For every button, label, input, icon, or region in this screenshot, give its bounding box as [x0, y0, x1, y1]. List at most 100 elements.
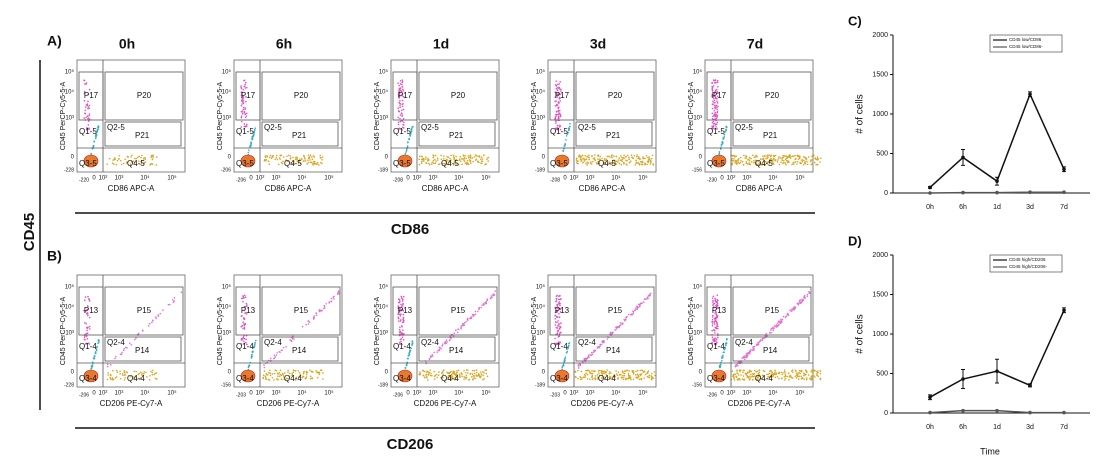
- event-dot: [401, 83, 403, 86]
- x-axis-title: CD206 PE-Cy7-A: [571, 399, 634, 408]
- event-dot: [263, 370, 266, 372]
- event-dot: [91, 365, 94, 368]
- gate: [261, 121, 339, 147]
- x-axis-title: CD86 APC-A: [108, 184, 155, 193]
- event-dot: [810, 370, 812, 373]
- event-dot: [241, 110, 244, 112]
- event-dot: [715, 316, 717, 319]
- event-dot: [556, 327, 559, 329]
- event-dot: [280, 161, 283, 164]
- event-dot: [748, 375, 751, 378]
- event-dot: [759, 158, 762, 160]
- event-dot: [110, 374, 112, 377]
- event-dot: [761, 339, 764, 342]
- y-tick-label: 10⁴: [536, 304, 546, 311]
- event-dot: [273, 354, 276, 356]
- event-dot: [609, 156, 611, 158]
- event-dot: [244, 116, 247, 119]
- event-dot: [87, 120, 90, 122]
- point: [995, 190, 999, 195]
- event-dot: [751, 376, 753, 378]
- event-dot: [594, 378, 597, 381]
- event-dot: [557, 92, 560, 94]
- event-dot: [290, 340, 293, 343]
- y-tick-label: 0: [699, 155, 703, 161]
- x-tick-label: 10³: [743, 391, 752, 397]
- y-axis-title: CD45 PerCP-Cy5-5-A: [60, 81, 67, 150]
- event-dot: [713, 99, 716, 102]
- event-dot: [743, 378, 746, 381]
- event-dot: [309, 375, 312, 378]
- event-dot: [605, 158, 608, 161]
- event-dot: [809, 377, 811, 380]
- event-dot: [737, 361, 740, 363]
- event-dot: [458, 163, 460, 166]
- event-dot: [482, 154, 485, 157]
- event-dot: [135, 337, 137, 339]
- event-dot: [603, 378, 606, 380]
- event-dot: [148, 322, 151, 325]
- event-dot: [555, 309, 557, 312]
- event-dot: [402, 338, 405, 341]
- x-tick-label: 10³: [115, 391, 124, 397]
- event-dot: [85, 332, 88, 335]
- event-dot: [485, 301, 487, 303]
- event-dot: [587, 156, 590, 159]
- event-dot: [90, 368, 92, 370]
- event-dot: [819, 378, 822, 381]
- event-dot: [721, 357, 723, 359]
- event-dot: [142, 374, 144, 377]
- event-dot: [555, 87, 558, 90]
- event-dot: [596, 163, 598, 165]
- legend-label: CD45 low/CD86: [1009, 37, 1042, 42]
- event-dot: [721, 141, 724, 143]
- event-dot: [98, 341, 100, 343]
- event-dot: [401, 79, 404, 81]
- event-dot: [583, 160, 585, 163]
- event-dot: [739, 378, 741, 381]
- event-dot: [83, 336, 86, 339]
- y-tick-label: 2000: [872, 252, 888, 259]
- point: [1062, 190, 1066, 195]
- event-dot: [634, 309, 636, 312]
- gate: [732, 286, 812, 336]
- event-dot: [126, 347, 128, 349]
- event-dot: [587, 355, 590, 357]
- event-dot: [312, 318, 315, 320]
- event-dot: [271, 376, 274, 379]
- event-dot: [555, 127, 558, 129]
- event-dot: [279, 351, 281, 353]
- event-dot: [282, 346, 285, 349]
- event-dot: [141, 372, 144, 375]
- event-dot: [626, 369, 628, 372]
- x-axis-title: CD206 PE-Cy7-A: [728, 399, 791, 408]
- event-dot: [752, 154, 754, 157]
- event-dot: [434, 162, 437, 164]
- event-dot: [715, 311, 717, 314]
- x-tick-label: 10²: [727, 176, 736, 182]
- event-dot: [775, 325, 778, 328]
- event-dot: [579, 364, 582, 366]
- y-min-label: -189: [535, 382, 545, 388]
- event-dot: [756, 378, 759, 381]
- event-dot: [275, 378, 278, 380]
- event-dot: [716, 128, 718, 130]
- event-dot: [139, 163, 142, 166]
- event-dot: [281, 349, 283, 351]
- event-dot: [601, 377, 603, 379]
- event-dot: [796, 163, 798, 165]
- event-dot: [575, 160, 578, 162]
- event-dot: [722, 354, 724, 357]
- event-dot: [559, 298, 561, 301]
- event-dot: [318, 371, 321, 374]
- event-dot: [711, 341, 713, 344]
- event-dot: [467, 163, 470, 166]
- event-dot: [799, 302, 802, 305]
- x-tick-label: 10²: [570, 176, 579, 182]
- event-dot: [629, 374, 631, 377]
- y-tick-label: 10⁵: [222, 284, 232, 291]
- gate-label: Q1-4: [79, 342, 97, 351]
- event-dot: [402, 298, 404, 301]
- event-dot: [785, 157, 788, 160]
- event-dot: [753, 369, 756, 372]
